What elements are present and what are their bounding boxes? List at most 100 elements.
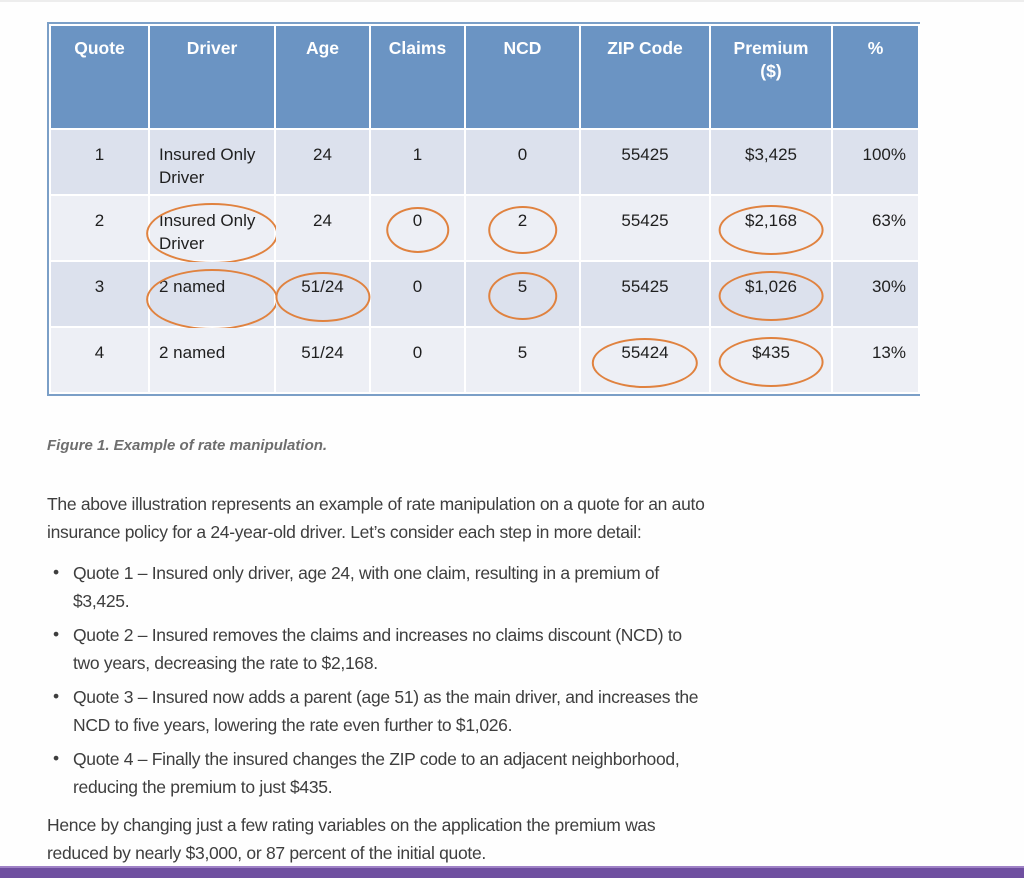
rate-table: Quote Driver Age Claims NCD ZIP Code Premium (… bbox=[49, 24, 920, 394]
cell-value: 13% bbox=[871, 343, 906, 362]
cell-value: 0 bbox=[412, 277, 423, 296]
table-cell: 55425 bbox=[579, 194, 711, 262]
table-cell: 0 bbox=[369, 194, 466, 262]
header-row: Quote Driver Age Claims NCD ZIP Code Premium (… bbox=[49, 24, 920, 130]
table-cell: 0 bbox=[369, 326, 466, 394]
table-cell: 0 bbox=[369, 260, 466, 328]
column-header: Claims bbox=[369, 24, 466, 130]
cell-value: 55425 bbox=[621, 145, 669, 164]
list-item-text: Quote 4 – Finally the insured changes th… bbox=[73, 749, 680, 797]
cell-value: $3,425 bbox=[745, 145, 797, 164]
conclusion-paragraph: Hence by changing just a few rating vari… bbox=[47, 815, 656, 863]
bullet-list: • Quote 1 – Insured only driver, age 24, … bbox=[47, 559, 725, 801]
column-header: Quote bbox=[49, 24, 150, 130]
table-cell: $3,425 bbox=[709, 128, 833, 196]
table-row: 2 Insured Only Driver 24 0 2 55425 $2,168 63% bbox=[49, 194, 920, 264]
cell-value: 0 bbox=[412, 211, 423, 230]
cell-value: 0 bbox=[517, 145, 528, 164]
table-row: 1 Insured Only Driver 24 1 0 55425 $3,425 100% bbox=[49, 128, 920, 196]
table-cell: 1 bbox=[49, 128, 150, 196]
table-cell: $1,026 bbox=[709, 260, 833, 328]
table-cell: 63% bbox=[831, 194, 920, 262]
list-item: • Quote 1 – Insured only driver, age 24, … bbox=[47, 559, 703, 615]
table-cell: 3 bbox=[49, 260, 150, 328]
list-item-text: Quote 1 – Insured only driver, age 24, w… bbox=[73, 563, 659, 611]
cell-value: 55425 bbox=[621, 277, 669, 296]
page-footer-bar bbox=[0, 866, 1024, 878]
table-cell: 0 bbox=[464, 128, 581, 196]
cell-value: 30% bbox=[871, 277, 906, 296]
column-header: ZIP Code bbox=[579, 24, 711, 130]
table-cell: 2 bbox=[49, 194, 150, 262]
cell-value: 51/24 bbox=[301, 277, 344, 296]
table-cell: 100% bbox=[831, 128, 920, 196]
table-cell: $435 bbox=[709, 326, 833, 394]
cell-value: 5 bbox=[517, 343, 528, 362]
table-cell: 30% bbox=[831, 260, 920, 328]
table-cell: 4 bbox=[49, 326, 150, 394]
cell-value: 2 bbox=[94, 211, 105, 230]
table-cell: Insured Only Driver bbox=[146, 194, 278, 264]
bullet-icon: • bbox=[53, 624, 59, 644]
cell-value: 24 bbox=[313, 145, 332, 164]
cell-value: 3 bbox=[94, 277, 105, 296]
table-row: 4 2 named 51/24 0 5 55424 $435 13% bbox=[49, 326, 920, 394]
cell-value: 0 bbox=[412, 343, 423, 362]
table-cell: $2,168 bbox=[709, 194, 833, 262]
cell-value: Insured Only Driver bbox=[159, 145, 256, 187]
figure-1-table-wrapper: Quote Driver Age Claims NCD ZIP Code Premium (… bbox=[47, 22, 920, 396]
cell-value: 2 named bbox=[159, 343, 226, 362]
table-cell: 5 bbox=[464, 326, 581, 394]
table-cell: 1 bbox=[369, 128, 466, 196]
table-cell: 51/24 bbox=[274, 326, 371, 394]
cell-value: $2,168 bbox=[745, 211, 797, 230]
table-cell: 24 bbox=[274, 128, 371, 196]
column-header: % bbox=[831, 24, 920, 130]
cell-value: 4 bbox=[94, 343, 105, 362]
cell-value: 51/24 bbox=[301, 343, 344, 362]
bullet-icon: • bbox=[53, 748, 59, 768]
table-cell: 55425 bbox=[579, 260, 711, 328]
table-cell: 2 bbox=[464, 194, 581, 262]
column-header: NCD bbox=[464, 24, 581, 130]
list-item: • Quote 3 – Insured now adds a parent (ag… bbox=[47, 683, 703, 739]
list-item-text: Quote 3 – Insured now adds a parent (age… bbox=[73, 687, 699, 735]
cell-value: Insured Only Driver bbox=[159, 211, 256, 253]
cell-value: 1 bbox=[412, 145, 423, 164]
table-cell: 13% bbox=[831, 326, 920, 394]
column-header: Premium ($) bbox=[709, 24, 833, 130]
table-cell: 51/24 bbox=[274, 260, 371, 328]
cell-value: 55424 bbox=[621, 343, 669, 362]
bullet-icon: • bbox=[53, 562, 59, 582]
cell-value: 1 bbox=[94, 145, 105, 164]
bullet-icon: • bbox=[53, 686, 59, 706]
rate-table-body: 1 Insured Only Driver 24 1 0 55425 $3,425 100% 2… bbox=[49, 128, 920, 394]
table-cell: 24 bbox=[274, 194, 371, 262]
cell-value: 2 named bbox=[159, 277, 226, 296]
cell-value: 100% bbox=[862, 145, 906, 164]
table-cell: 2 named bbox=[148, 326, 276, 394]
cell-value: $435 bbox=[752, 343, 790, 362]
table-row: 3 2 named 51/24 0 5 55425 $1,026 30% bbox=[49, 260, 920, 330]
column-header: Driver bbox=[148, 24, 276, 130]
cell-value: 5 bbox=[517, 277, 528, 296]
cell-value: $1,026 bbox=[745, 277, 797, 296]
figure-caption: Figure 1. Example of rate manipulation. bbox=[47, 437, 328, 454]
intro-paragraph: The above illustration represents an exa… bbox=[47, 494, 705, 542]
cell-value: 55425 bbox=[621, 211, 669, 230]
cell-value: 2 bbox=[517, 211, 528, 230]
cell-value: 24 bbox=[313, 211, 332, 230]
table-cell: Insured Only Driver bbox=[148, 128, 276, 196]
body-text-block: Figure 1. Example of rate manipulation. … bbox=[47, 432, 725, 867]
rate-table-header: Quote Driver Age Claims NCD ZIP Code Premium (… bbox=[49, 24, 920, 130]
cell-value: 63% bbox=[871, 211, 906, 230]
table-cell: 55425 bbox=[579, 128, 711, 196]
table-cell: 55424 bbox=[579, 326, 711, 394]
list-item: • Quote 2 – Insured removes the claims an… bbox=[47, 621, 703, 677]
table-cell: 5 bbox=[464, 260, 581, 328]
list-item-text: Quote 2 – Insured removes the claims and… bbox=[73, 625, 682, 673]
column-header: Age bbox=[274, 24, 371, 130]
list-item: • Quote 4 – Finally the insured changes t… bbox=[47, 745, 703, 801]
table-cell: 2 named bbox=[146, 260, 278, 330]
